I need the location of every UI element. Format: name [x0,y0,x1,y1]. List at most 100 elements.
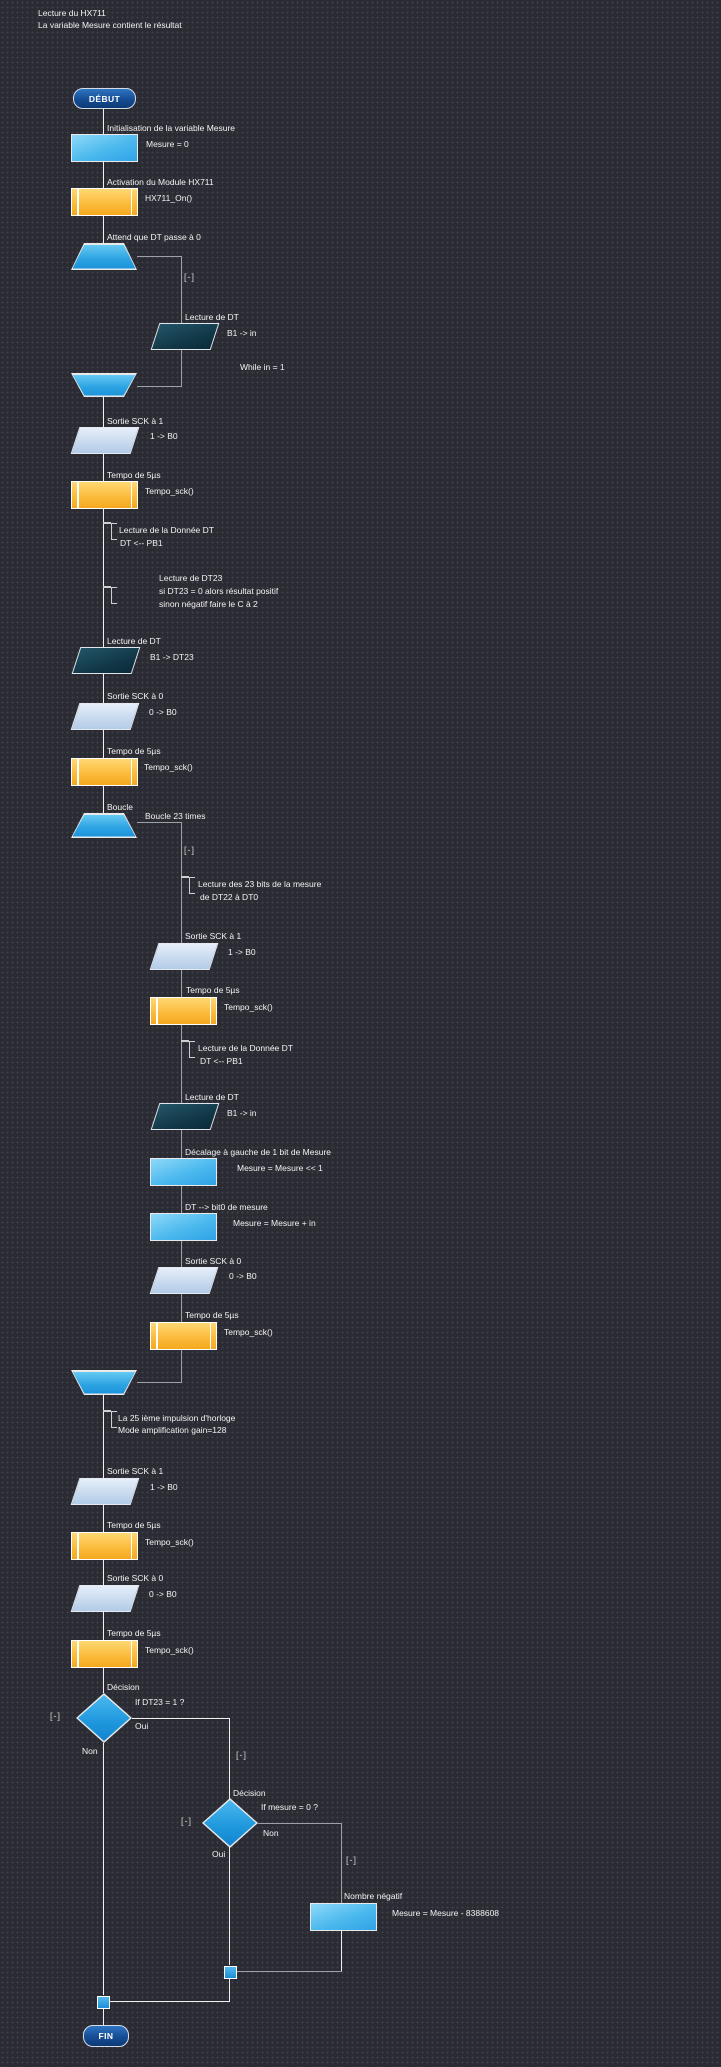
process-negative-label: Nombre négatif [344,1891,403,1901]
io-sck1b[interactable] [70,1478,140,1505]
decision1-oui-collapse-toggle[interactable]: [-] [236,1750,247,1760]
call-tempo4-label: Tempo de 5µs [107,1628,161,1638]
loop2-start[interactable] [71,813,137,838]
decision2-non-label: Non [263,1828,279,1838]
io-read-dt2-value: B1 -> in [227,1108,257,1118]
call-tempo4[interactable] [71,1640,138,1668]
io-read-dt23-value: B1 -> DT23 [150,652,194,662]
connector-line [103,160,104,188]
connector-line-non-branch [258,1823,342,1824]
io-read-dt1-value: B1 -> in [227,328,257,338]
call-tempo-loop2[interactable] [150,1322,217,1350]
connector-line [103,453,104,481]
io-read-dt2-label: Lecture de DT [185,1092,239,1102]
comment-dt23-line1: Lecture de DT23 [159,573,223,583]
comment-read-data-dt-line1: Lecture de la Donnée DT [119,525,214,535]
loop1-start[interactable] [71,243,137,270]
connector-line [103,673,104,703]
loop2-end[interactable] [71,1370,137,1395]
call-tempo1[interactable] [71,481,138,509]
decision2-non-collapse-toggle[interactable]: [-] [346,1855,357,1865]
call-tempo2[interactable] [71,758,138,786]
io-sck1b-label: Sortie SCK à 1 [107,1466,164,1476]
io-sck1-loop-label: Sortie SCK à 1 [185,931,242,941]
call-tempo1-value: Tempo_sck() [145,486,194,496]
decision2-label: Décision [233,1788,266,1798]
io-read-dt1[interactable] [150,323,220,350]
call-tempo-loop2-label: Tempo de 5µs [185,1310,239,1320]
call-tempo3-label: Tempo de 5µs [107,1520,161,1530]
connector-line [229,1978,230,2001]
process-addbit-value: Mesure = Mesure + in [233,1218,316,1228]
connector-line [103,1503,104,1532]
comment-dt23-line2: si DT23 = 0 alors résultat positif [159,586,279,596]
io-read-dt23-label: Lecture de DT [107,636,161,646]
process-shift[interactable] [150,1158,217,1186]
connector-line-oui-branch [229,1847,230,1965]
call-tempo2-label: Tempo de 5µs [107,746,161,756]
process-negative[interactable] [310,1903,377,1931]
io-read-dt23[interactable] [71,647,141,674]
junction-connector[interactable] [224,1966,237,1979]
connector-line [103,1395,104,1478]
io-read-dt1-label: Lecture de DT [185,312,239,322]
loop2-label: Boucle [107,802,133,812]
process-shift-value: Mesure = Mesure << 1 [237,1163,323,1173]
connector-line [103,1557,104,1585]
connector-line-oui-branch [132,1718,230,1719]
io-sck1-label: Sortie SCK à 1 [107,416,164,426]
process-shift-label: Décalage à gauche de 1 bit de Mesure [185,1147,332,1157]
io-sck0-label: Sortie SCK à 0 [107,691,164,701]
connector-line [103,1610,104,1640]
connector-line [341,1928,342,1972]
decision1-collapse-toggle[interactable]: [-] [50,1711,61,1721]
call-hx711-on[interactable] [71,188,138,216]
call-tempo-loop1[interactable] [150,997,217,1025]
call-tempo-loop2-value: Tempo_sck() [224,1327,273,1337]
call-tempo3-value: Tempo_sck() [145,1537,194,1547]
io-sck0b-value: 0 -> B0 [149,1589,177,1599]
connector-line-non-branch [341,1823,342,1903]
connector-line-oui-branch [229,1718,230,1800]
io-sck0b[interactable] [70,1585,140,1612]
decision-mesure[interactable] [202,1798,258,1848]
io-read-dt2[interactable] [150,1103,220,1130]
process-init-mesure[interactable] [71,134,138,162]
loop2-connector [137,822,182,823]
loop2-connector [137,1382,182,1383]
io-sck1[interactable] [70,427,140,454]
decision1-non-label: Non [82,1746,98,1756]
io-sck0b-label: Sortie SCK à 0 [107,1573,164,1583]
connector-line [110,2001,230,2002]
loop1-connector [181,256,182,386]
loop1-while-condition: While in = 1 [240,362,285,372]
call-tempo-loop1-value: Tempo_sck() [224,1002,273,1012]
decision2-collapse-toggle[interactable]: [-] [181,1816,192,1826]
start-terminator[interactable]: DÉBUT [73,88,136,109]
decision1-condition: If DT23 = 1 ? [135,1697,185,1707]
io-sck0-loop[interactable] [149,1267,219,1294]
comment-read-data-dt2-line1: Lecture de la Donnée DT [198,1043,293,1053]
process-init-value: Mesure = 0 [146,139,189,149]
loop2-collapse-toggle[interactable]: [-] [184,845,195,855]
io-sck0-loop-label: Sortie SCK à 0 [185,1256,242,1266]
loop1-connector [137,256,182,257]
connector-line [103,215,104,243]
connector-line [103,784,104,813]
end-terminator[interactable]: FIN [83,2025,129,2047]
loop1-end[interactable] [71,373,137,397]
comment-23bits-line1: Lecture des 23 bits de la mesure [198,879,322,889]
io-sck1-value: 1 -> B0 [150,431,178,441]
comment-23bits-line2: de DT22 à DT0 [200,892,259,902]
io-sck1-loop[interactable] [149,943,219,970]
io-sck0[interactable] [70,703,140,730]
loop1-collapse-toggle[interactable]: [-] [184,272,195,282]
process-addbit-label: DT --> bit0 de mesure [185,1202,268,1212]
process-addbit[interactable] [150,1213,217,1241]
call-tempo3[interactable] [71,1532,138,1560]
io-sck1b-value: 1 -> B0 [150,1482,178,1492]
decision-dt23[interactable] [76,1693,132,1743]
junction-connector[interactable] [97,1996,110,2009]
comment-read-data-dt-line2: DT <-- PB1 [120,538,163,548]
io-sck0-loop-value: 0 -> B0 [229,1271,257,1281]
